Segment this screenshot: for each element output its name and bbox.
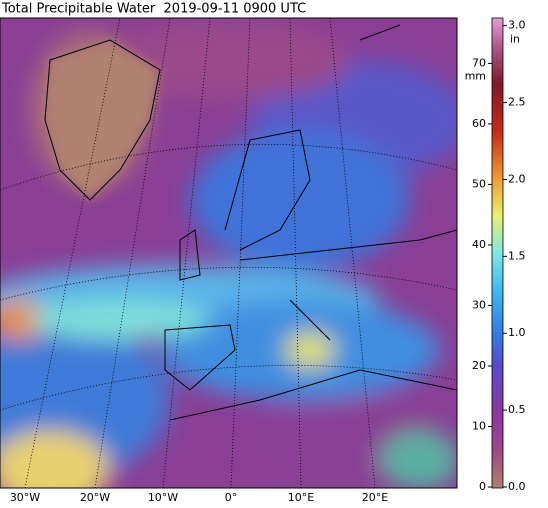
title: Total Precipitable Water 2019-09-11 0900… [1, 2, 306, 17]
in-units: in [510, 33, 520, 46]
map-frame [0, 17, 458, 489]
map [0, 18, 457, 488]
mm-tick-label: 30 [472, 298, 486, 311]
mm-units: mm [465, 69, 486, 82]
in-tick-label: 0.5 [508, 403, 526, 416]
mm-tick-label: 60 [472, 117, 486, 130]
lon-label: 10°E [288, 491, 314, 504]
in-tick-label: 2.5 [508, 96, 526, 109]
mm-tick-label: 50 [472, 177, 486, 190]
in-tick-label: 1.0 [508, 326, 526, 339]
longitude-labels: 30°W 20°W 10°W 0° 10°E 20°E [10, 491, 388, 504]
lon-label: 10°W [148, 491, 178, 504]
in-tick-label: 2.0 [508, 172, 526, 185]
mm-tick-label: 40 [472, 238, 486, 251]
lon-label: 20°W [80, 491, 110, 504]
in-tick-label: 3.0 [508, 19, 526, 32]
in-tick-label: 0.0 [508, 480, 526, 493]
mm-tick-label: 20 [472, 359, 486, 372]
colorbar [491, 17, 504, 489]
in-tick-label: 1.5 [508, 249, 526, 262]
mm-tick-label: 10 [472, 419, 486, 432]
lon-label: 30°W [10, 491, 40, 504]
mm-tick-label: 0 [479, 480, 486, 493]
mm-tick-label: 70 [472, 56, 486, 69]
lon-label: 0° [225, 491, 238, 504]
lon-label: 20°E [362, 491, 388, 504]
